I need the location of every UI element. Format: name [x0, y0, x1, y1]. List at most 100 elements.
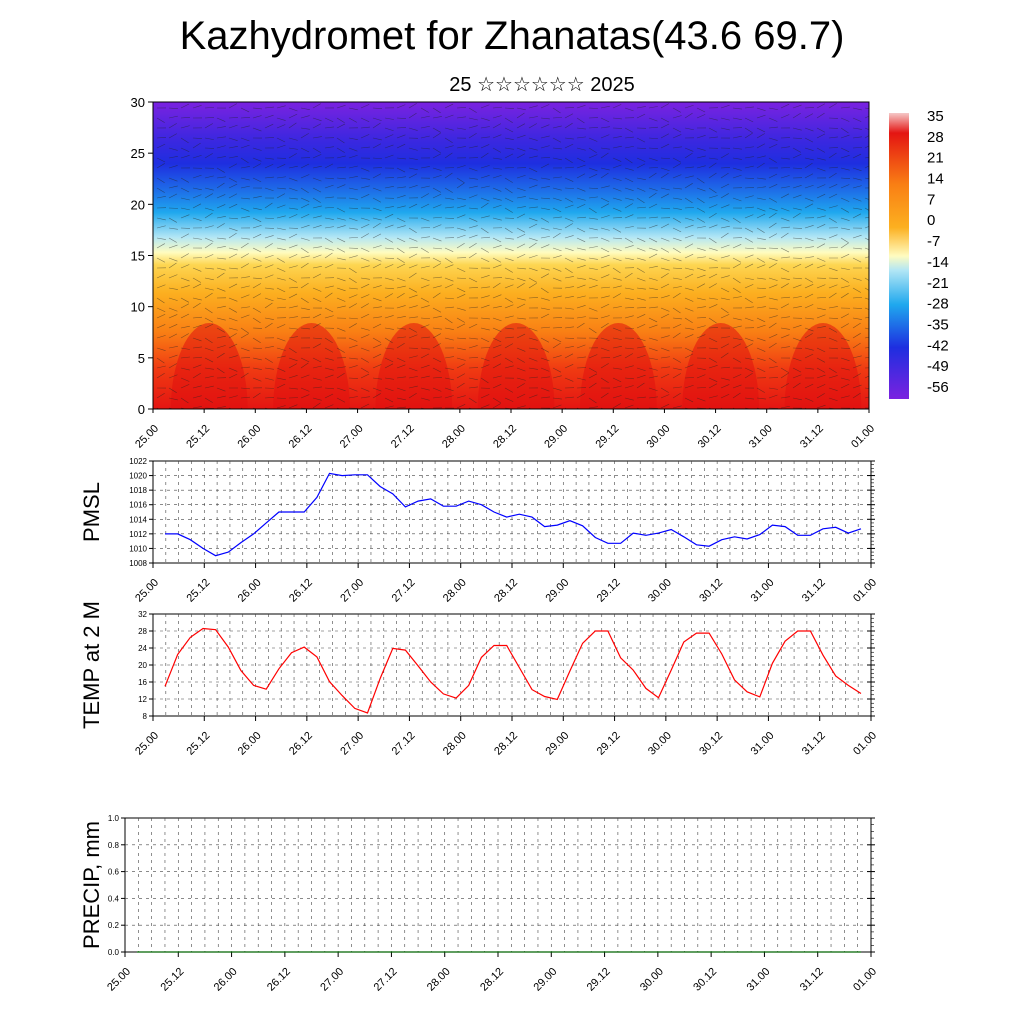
wind-barb: [780, 207, 790, 212]
wind-barb: [516, 187, 526, 192]
wind-barb: [756, 197, 766, 201]
wind-barb: [624, 397, 634, 401]
wind-barb: [816, 264, 826, 269]
wind-barb: [432, 276, 442, 279]
wind-barb: [720, 183, 730, 189]
wind-barb: [468, 132, 477, 139]
wind-barb: [192, 142, 201, 149]
wind-barb: [696, 247, 706, 251]
wind-barb: [576, 147, 586, 151]
wind-barb: [756, 357, 766, 361]
wind-barb: [156, 273, 166, 279]
wind-barb: [708, 365, 718, 369]
wind-barb: [636, 307, 647, 309]
wind-barb: [432, 167, 442, 171]
wind-barb: [492, 217, 502, 221]
wind-barb: [372, 353, 382, 359]
wind-barb: [840, 197, 850, 202]
wind-barb: [372, 316, 382, 319]
wind-barb: [684, 273, 694, 279]
wind-barb: [276, 215, 286, 219]
wind-barb: [804, 157, 814, 161]
wind-barb: [600, 237, 610, 242]
wind-barb: [228, 297, 238, 302]
wind-barb: [504, 284, 514, 289]
wind-barb: [528, 137, 538, 141]
wind-barb: [240, 177, 250, 181]
wind-barb: [540, 156, 550, 159]
wind-barb: [732, 217, 741, 224]
wind-barb: [660, 373, 670, 379]
wind-barb: [492, 397, 501, 403]
wind-barb: [156, 237, 166, 240]
wind-barb: [300, 163, 310, 169]
wind-barb: [336, 207, 346, 213]
wind-barb: [768, 137, 778, 141]
x-tick-label: 26.00: [235, 423, 263, 451]
wind-barb: [612, 117, 622, 120]
wind-barb: [756, 277, 766, 280]
wind-barb: [852, 373, 861, 379]
wind-barb: [420, 387, 430, 391]
wind-barb: [756, 257, 765, 263]
wind-barb: [444, 395, 454, 399]
wind-barb: [204, 267, 214, 270]
wind-barb: [852, 355, 862, 359]
wind-barb: [684, 327, 694, 330]
wind-barb: [792, 137, 803, 139]
wind-barb: [732, 325, 742, 329]
wind-barb: [216, 406, 226, 409]
wind-barb: [180, 125, 190, 129]
wind-barb: [408, 227, 417, 233]
wind-barb: [372, 187, 382, 192]
wind-barb: [648, 396, 658, 399]
wind-barb: [516, 243, 526, 249]
wind-barb: [180, 397, 189, 404]
wind-barb: [648, 367, 658, 371]
wind-barb: [348, 377, 359, 379]
wind-barb: [156, 137, 166, 139]
wind-barb: [408, 253, 418, 259]
x-tick-label: 25.00: [133, 730, 161, 758]
wind-barb: [672, 332, 681, 339]
wind-barb: [504, 304, 514, 309]
wind-barb: [408, 376, 418, 379]
wind-barb: [648, 237, 658, 243]
wind-barb: [204, 397, 213, 403]
wind-barb: [780, 167, 790, 169]
wind-barb: [600, 377, 609, 383]
wind-barb: [852, 136, 862, 139]
wind-barb: [360, 334, 370, 339]
colorbar-label: -42: [927, 337, 949, 354]
wind-barb: [456, 146, 466, 149]
wind-barb: [564, 235, 574, 239]
wind-barb: [432, 307, 442, 313]
wind-barb: [636, 137, 646, 143]
wind-barb: [552, 255, 562, 259]
wind-barb: [264, 176, 274, 179]
y-tick-label: 20: [131, 197, 145, 212]
wind-barb: [252, 127, 262, 132]
wind-barb: [492, 375, 502, 379]
wind-barb: [852, 317, 862, 320]
wind-barb: [492, 282, 501, 289]
wind-barb: [156, 117, 165, 123]
wind-barb: [372, 207, 382, 212]
wind-barb: [192, 154, 202, 159]
wind-barb: [276, 164, 286, 169]
wind-barb: [396, 305, 406, 309]
wind-barb: [504, 247, 514, 251]
wind-barb: [504, 365, 514, 369]
wind-barb: [768, 322, 777, 329]
y-tick-label: 1020: [129, 472, 147, 481]
wind-barb: [360, 247, 370, 252]
wind-barb: [468, 225, 478, 229]
wind-barb: [396, 167, 406, 173]
wind-barb: [828, 172, 837, 179]
wind-barb: [804, 107, 815, 109]
wind-barb: [804, 113, 814, 119]
wind-barb: [648, 247, 658, 251]
wind-barb: [288, 207, 298, 210]
wind-barb: [588, 187, 598, 189]
wind-barb: [684, 183, 693, 189]
